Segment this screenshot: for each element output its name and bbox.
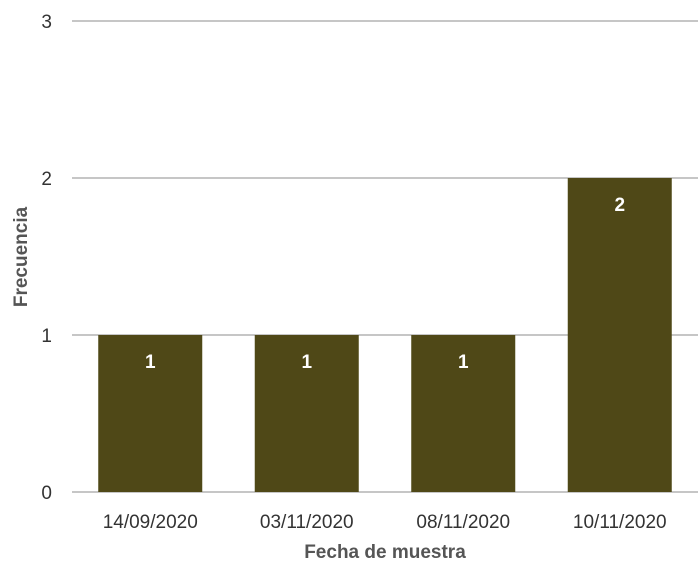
data-label-1: 1 xyxy=(301,352,312,373)
x-tick-label-3: 10/11/2020 xyxy=(573,512,667,533)
x-tick-label-2: 08/11/2020 xyxy=(416,512,510,533)
data-labels: 1 1 1 2 xyxy=(145,195,625,373)
y-axis-ticks: 0 1 2 3 xyxy=(41,12,52,504)
bar-1 xyxy=(254,335,359,492)
y-tick-label-3: 3 xyxy=(41,12,52,33)
y-axis-title: Frecuencia xyxy=(11,206,32,307)
data-label-2: 1 xyxy=(458,352,469,373)
x-axis-title: Fecha de muestra xyxy=(304,542,466,562)
x-tick-label-1: 03/11/2020 xyxy=(260,512,354,533)
y-tick-label-0: 0 xyxy=(41,483,52,504)
x-tick-label-0: 14/09/2020 xyxy=(103,512,198,533)
y-tick-label-1: 1 xyxy=(41,326,52,347)
y-tick-label-2: 2 xyxy=(41,169,52,190)
bar-3 xyxy=(567,178,672,492)
bar-2 xyxy=(411,335,516,492)
data-label-3: 2 xyxy=(614,195,625,216)
data-label-0: 1 xyxy=(145,352,156,373)
bars xyxy=(98,178,672,492)
x-axis-ticks: 14/09/2020 03/11/2020 08/11/2020 10/11/2020 xyxy=(103,512,667,533)
bar-0 xyxy=(98,335,203,492)
